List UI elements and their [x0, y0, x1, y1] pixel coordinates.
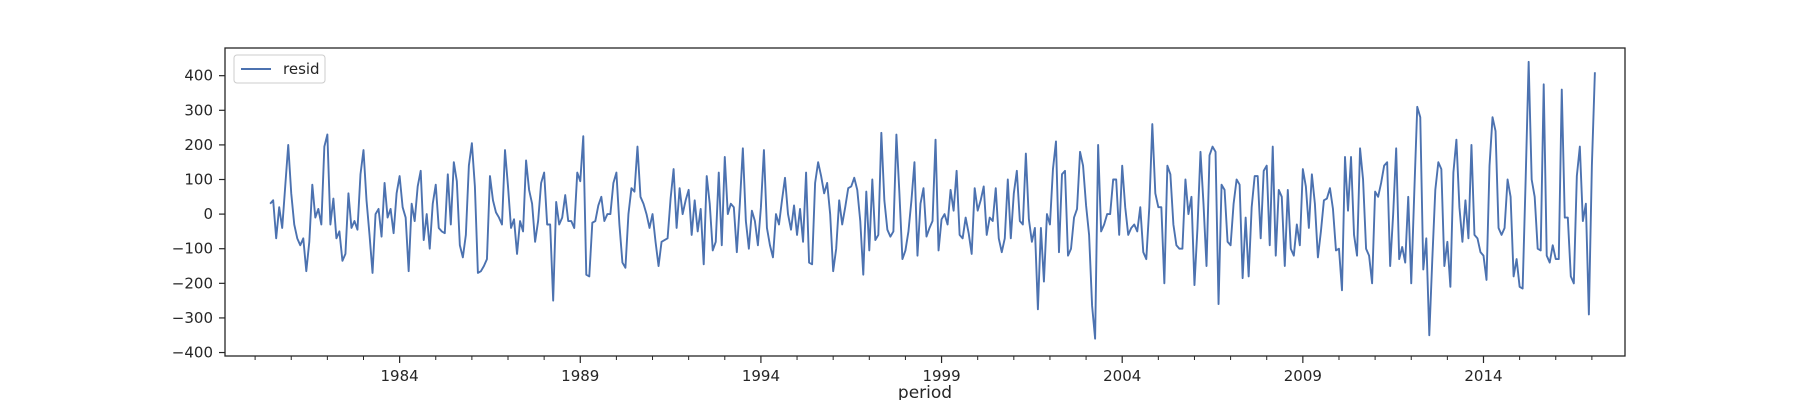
x-tick-label: 1989	[561, 367, 599, 385]
y-tick-label: −100	[172, 240, 213, 258]
y-tick-label: −200	[172, 274, 213, 292]
y-tick-label: 200	[184, 136, 213, 154]
x-tick-label: 1999	[922, 367, 960, 385]
x-tick-label: 2009	[1284, 367, 1322, 385]
x-tick-label: 1994	[742, 367, 780, 385]
x-axis-label: period	[898, 383, 952, 400]
y-axis-ticks: −400 −300 −200 −100 0 100 200 300 400	[172, 67, 225, 362]
y-tick-label: 100	[184, 171, 213, 189]
x-tick-label: 2004	[1103, 367, 1141, 385]
y-tick-label: 300	[184, 101, 213, 119]
y-tick-label: 400	[184, 67, 213, 85]
y-tick-label: 0	[203, 205, 213, 223]
x-tick-label: 2014	[1464, 367, 1502, 385]
y-tick-label: −300	[172, 309, 213, 327]
x-tick-label: 1984	[381, 367, 419, 385]
legend-box	[233, 54, 326, 84]
legend: resid	[233, 54, 326, 84]
x-axis-ticks: 1984 1989 1994 1999 2004 2009 2014	[254, 356, 1593, 385]
y-tick-label: −400	[172, 344, 213, 362]
plot-area-frame	[224, 47, 1626, 357]
legend-label-resid: resid	[283, 60, 320, 78]
series-line-resid	[269, 60, 1596, 340]
